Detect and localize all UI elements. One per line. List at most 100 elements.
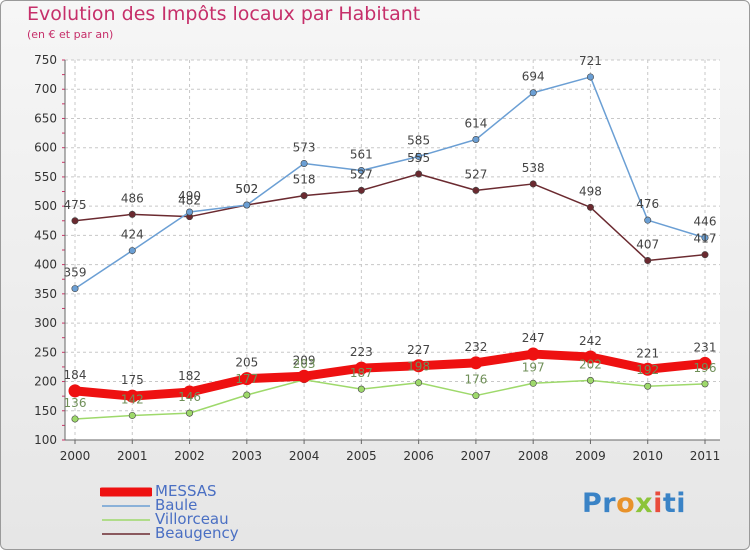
x-tick-label: 2009 [575,449,606,463]
data-label-villorceau: 192 [636,363,659,377]
legend-label-messas: MESSAS [155,482,217,500]
x-tick-label: 2007 [461,449,492,463]
data-label-beaugency: 538 [522,161,545,175]
data-label-baule: 424 [121,228,144,242]
x-tick-label: 2003 [232,449,263,463]
data-label-baule: 614 [464,117,487,131]
data-label-villorceau: 176 [464,373,487,387]
data-label-messas: 209 [293,353,316,367]
data-label-villorceau: 142 [121,392,144,406]
data-label-beaugency: 527 [464,167,487,181]
data-label-baule: 561 [350,147,373,161]
data-point-messas [354,361,368,375]
data-label-beaugency: 498 [579,184,602,198]
data-point-villorceau [357,385,365,393]
data-label-baule: 585 [407,133,430,147]
data-point-baule [701,234,709,242]
x-tick-label: 2002 [174,449,205,463]
data-label-beaugency: 555 [407,151,430,165]
data-point-baule [644,216,652,224]
data-point-villorceau [701,380,709,388]
chart-title: Evolution des Impôts locaux par Habitant [27,3,421,25]
y-tick-label: 300 [34,316,57,330]
x-tick-label: 2001 [117,449,148,463]
data-point-baule [71,285,79,293]
data-label-messas: 221 [636,346,659,360]
legend-label-beaugency: Beaugency [155,524,239,542]
data-point-messas [240,372,254,386]
data-point-messas [412,359,426,373]
data-label-beaugency: 518 [293,173,316,187]
legend-label-villorceau: Villorceau [155,510,229,528]
data-label-baule: 721 [579,54,602,68]
data-label-messas: 223 [350,345,373,359]
data-label-messas: 227 [407,343,430,357]
data-label-beaugency: 482 [178,194,201,208]
data-point-villorceau [586,376,594,384]
data-label-messas: 242 [579,334,602,348]
y-tick-label: 600 [34,141,57,155]
data-point-villorceau [644,382,652,390]
data-point-beaugency [701,251,709,259]
data-label-beaugency: 502 [235,182,258,196]
data-point-baule [529,89,537,97]
legend-swatch-beaugency [102,533,150,535]
data-point-messas [68,384,82,398]
data-point-villorceau [529,379,537,387]
y-tick-label: 400 [34,258,57,272]
data-label-messas: 175 [121,373,144,387]
data-label-beaugency: 407 [636,238,659,252]
y-tick-label: 450 [34,228,57,242]
data-label-baule: 573 [293,140,316,154]
data-label-villorceau: 177 [235,372,258,386]
data-point-baule [243,201,251,209]
data-label-villorceau: 203 [293,357,316,371]
legend-swatch-messas [100,487,152,497]
legend-label-baule: Baule [155,496,198,514]
data-point-beaugency [300,192,308,200]
data-point-beaugency [357,186,365,194]
y-tick-label: 750 [34,53,57,67]
data-label-messas: 231 [694,340,717,354]
data-label-messas: 247 [522,331,545,345]
data-point-messas [698,356,712,370]
x-tick-label: 2004 [289,449,320,463]
data-point-baule [300,159,308,167]
x-tick-label: 2008 [518,449,549,463]
data-point-messas [641,362,655,376]
data-point-baule [415,152,423,160]
y-tick-label: 250 [34,345,57,359]
data-label-villorceau: 146 [178,390,201,404]
data-label-villorceau: 187 [350,366,373,380]
data-point-messas [469,356,483,370]
data-label-baule: 359 [64,266,87,280]
data-label-villorceau: 197 [522,360,545,374]
data-point-beaugency [128,210,136,218]
data-label-beaugency: 475 [64,198,87,212]
y-tick-label: 350 [34,287,57,301]
x-tick-label: 2010 [632,449,663,463]
data-point-baule [128,247,136,255]
y-tick-label: 150 [34,404,57,418]
x-tick-label: 2006 [403,449,434,463]
data-label-baule: 476 [636,197,659,211]
data-label-beaugency: 417 [694,232,717,246]
data-label-messas: 232 [464,340,487,354]
data-label-messas: 182 [178,369,201,383]
data-point-baule [472,136,480,144]
x-tick-label: 2000 [60,449,91,463]
data-point-messas [125,389,139,403]
x-tick-label: 2011 [690,449,721,463]
data-point-beaugency [415,170,423,178]
legend-swatch-villorceau [102,519,150,521]
y-tick-label: 650 [34,111,57,125]
data-point-beaugency [586,203,594,211]
data-point-villorceau [415,379,423,387]
data-label-baule: 490 [178,189,201,203]
proxiti-logo: Proxiti [582,488,687,519]
data-point-messas [297,369,311,383]
data-point-villorceau [472,392,480,400]
y-tick-label: 550 [34,170,57,184]
data-point-baule [586,73,594,81]
